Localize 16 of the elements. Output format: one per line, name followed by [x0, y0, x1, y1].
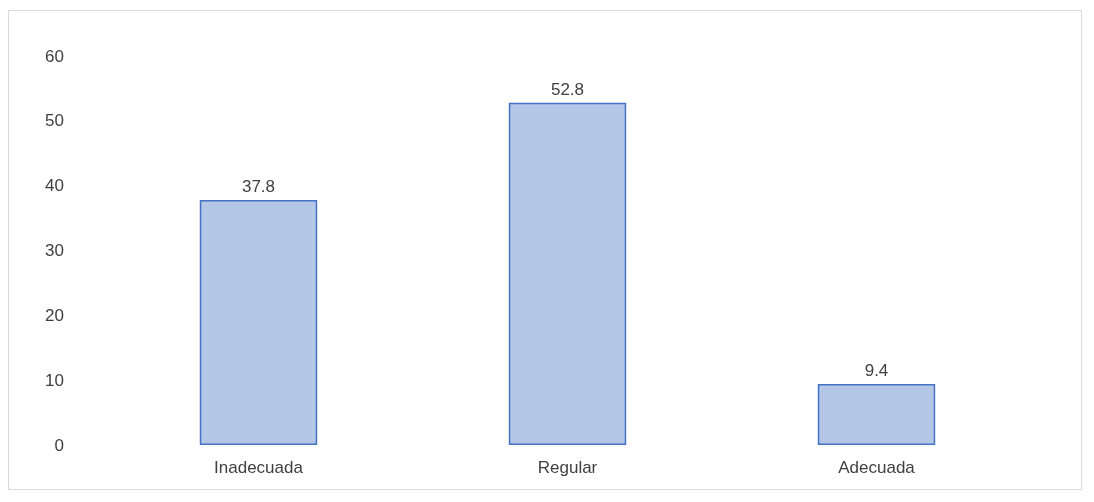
x-tick-label: Regular — [537, 458, 598, 477]
y-tick-label: 30 — [45, 241, 64, 260]
x-tick-label: Adecuada — [838, 458, 916, 477]
y-tick-label: 20 — [45, 305, 64, 325]
bar — [199, 199, 318, 445]
data-label: 52.8 — [550, 79, 585, 99]
x-tick-label: Inadecuada — [214, 458, 304, 477]
data-label: 37.8 — [241, 176, 276, 196]
data-label: 9.4 — [864, 361, 889, 381]
bar — [817, 384, 936, 445]
y-tick-label: 40 — [45, 176, 64, 196]
bar — [508, 102, 627, 445]
y-tick-label: 0 — [54, 435, 64, 455]
y-tick-label: 50 — [45, 111, 64, 131]
y-tick-label: 10 — [45, 370, 64, 390]
y-tick-label: 60 — [45, 46, 64, 66]
